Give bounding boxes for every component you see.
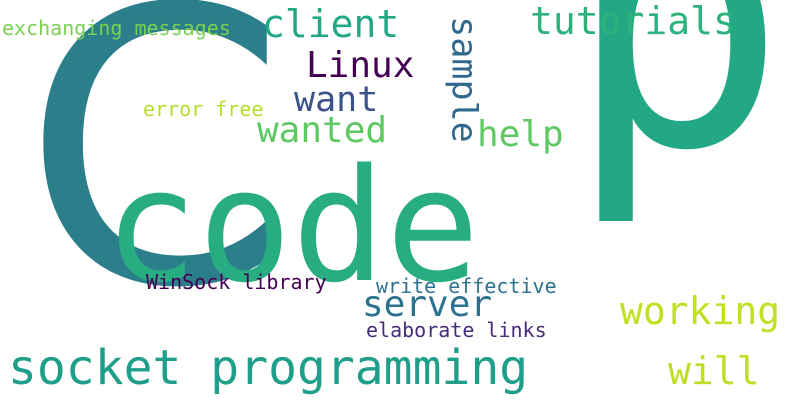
word-linux: Linux xyxy=(306,45,415,86)
word-tutorials: tutorials xyxy=(530,0,736,43)
word-client: client xyxy=(262,2,400,46)
word-will: will xyxy=(668,349,760,393)
word-server: server xyxy=(362,284,493,325)
word-sample: sample xyxy=(443,16,484,143)
word-write-effective: write effective xyxy=(376,274,557,298)
word-elaborate-links: elaborate links xyxy=(366,318,547,342)
word-c: C xyxy=(22,0,288,371)
word-want: want xyxy=(294,80,379,120)
word-p: p xyxy=(565,0,788,232)
word-exchanging-messages: exchanging messages xyxy=(2,16,231,40)
word-help: help xyxy=(477,114,564,155)
word-wanted: wanted xyxy=(257,110,388,151)
word-error-free: error free xyxy=(143,97,264,121)
word-code: code xyxy=(104,135,480,317)
word-winsock-library: WinSock library xyxy=(146,270,327,294)
word-socket-programming: socket programming xyxy=(8,340,529,396)
word-working: working xyxy=(620,289,781,333)
